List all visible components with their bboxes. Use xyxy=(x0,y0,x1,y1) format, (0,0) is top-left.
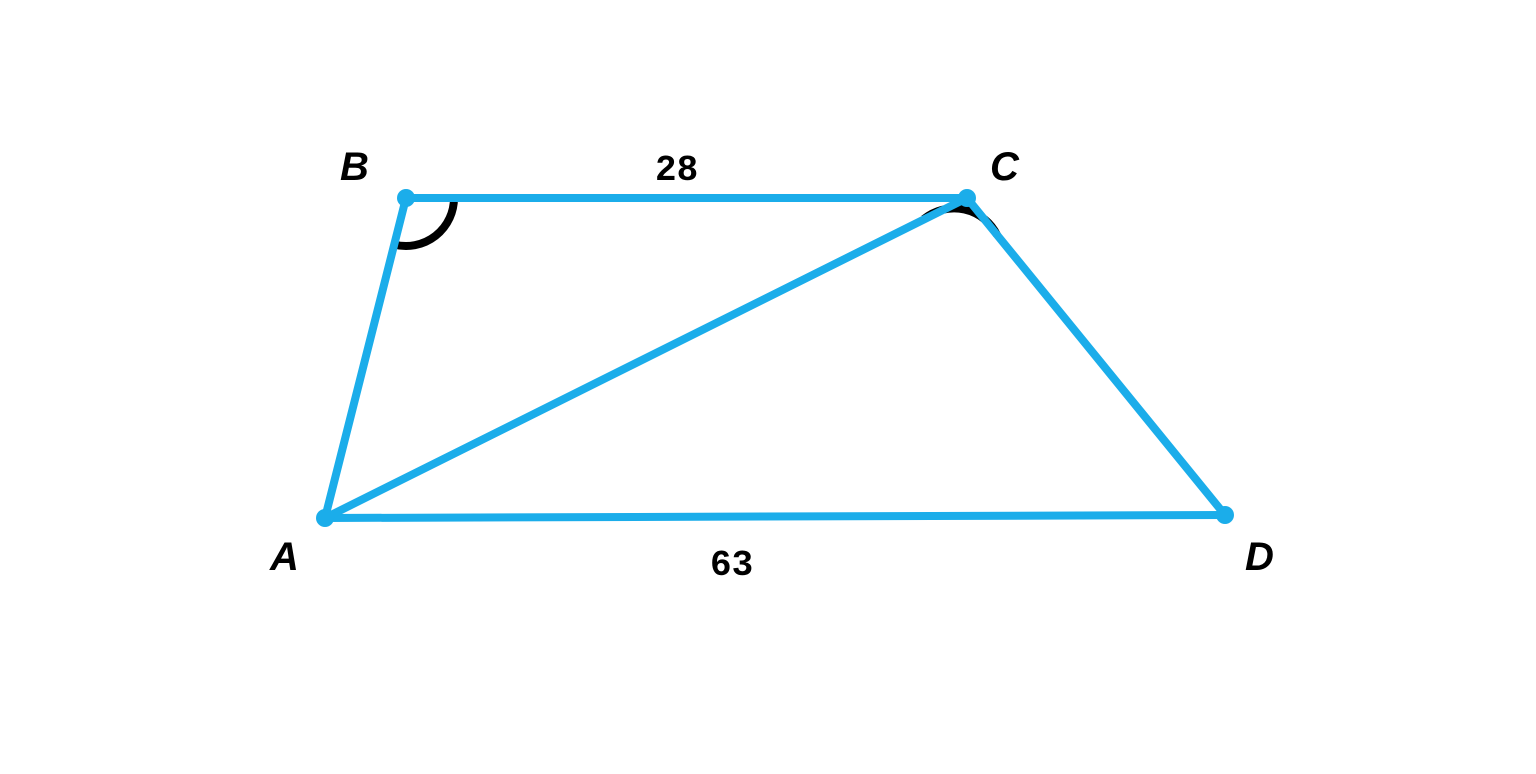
edge-label-ad: 63 xyxy=(710,545,753,586)
angle-arcs-group xyxy=(394,198,997,246)
vertex-b xyxy=(397,189,415,207)
vertex-label-b: B xyxy=(340,145,369,190)
edge-cd xyxy=(967,198,1225,515)
edges-group xyxy=(325,198,1225,518)
vertex-label-a: A xyxy=(270,535,299,580)
vertex-label-c: C xyxy=(990,145,1019,190)
vertex-label-d: D xyxy=(1245,535,1274,580)
edge-label-bc: 28 xyxy=(655,150,698,191)
edge-ab xyxy=(325,198,406,518)
geometry-diagram xyxy=(0,0,1536,774)
vertex-d xyxy=(1216,506,1234,524)
edge-ad xyxy=(325,515,1225,518)
vertex-c xyxy=(958,189,976,207)
vertex-a xyxy=(316,509,334,527)
